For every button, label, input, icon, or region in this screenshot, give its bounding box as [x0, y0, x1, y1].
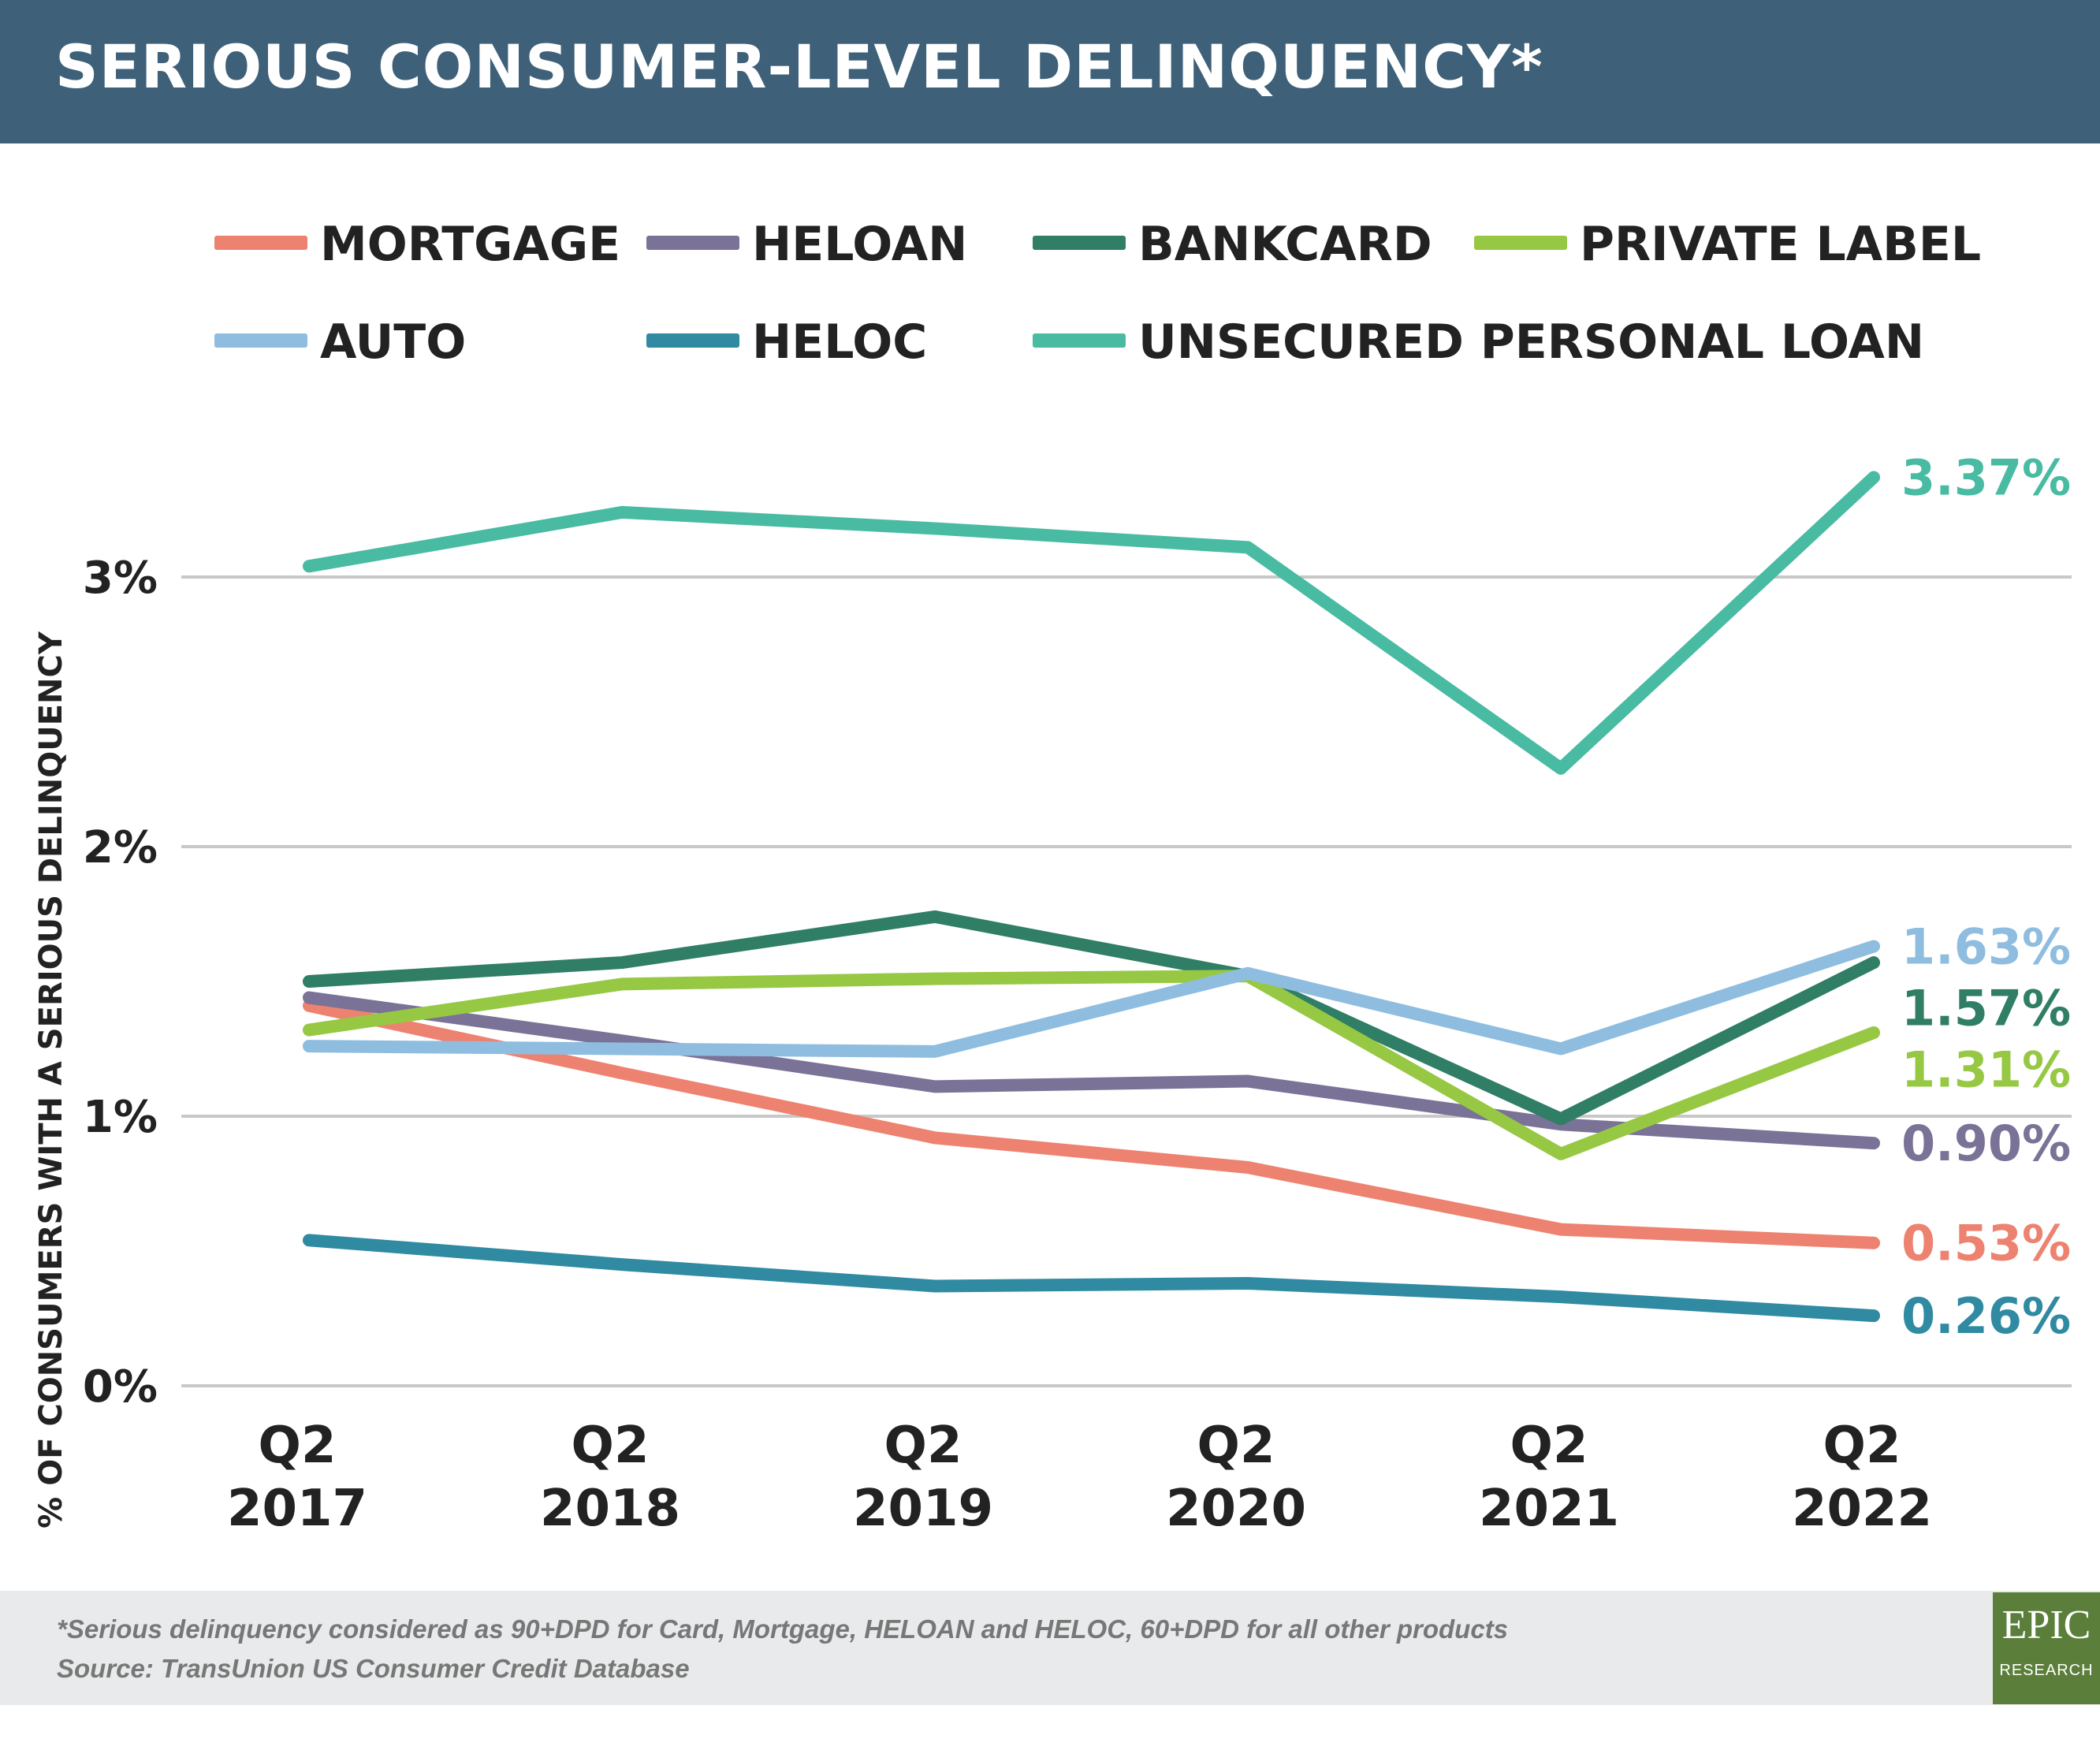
- legend-label: BANKCARD: [1138, 217, 1432, 272]
- legend-item-heloan: HELOAN: [646, 217, 967, 272]
- header-bar: SERIOUS CONSUMER-LEVEL DELINQUENCY*: [0, 0, 2100, 143]
- x-tick-label: Q2 2019: [853, 1417, 993, 1538]
- y-tick-label: 2%: [83, 822, 158, 873]
- series-line-mortgage: [303, 999, 1880, 1249]
- series-line-bankcard: [303, 910, 1880, 1126]
- legend-swatch: [1033, 333, 1126, 348]
- end-label-heloan: 0.90%: [1901, 1115, 2071, 1172]
- legend: MORTGAGE HELOAN BANKCARD PRIVATE LABEL AUTO H…: [214, 217, 1981, 370]
- source-note: Source: TransUnion US Consumer Credit Da…: [57, 1654, 690, 1683]
- logo-subtext: RESEARCH: [1999, 1662, 2094, 1679]
- legend-label: PRIVATE LABEL: [1580, 217, 1981, 272]
- end-label-unsecured-personal-loan: 3.37%: [1901, 449, 2071, 506]
- x-tick-label: Q2 2020: [1166, 1417, 1306, 1538]
- legend-item-bankcard: BANKCARD: [1033, 217, 1432, 272]
- legend-item-heloc: HELOC: [646, 315, 927, 370]
- legend-swatch: [1033, 236, 1126, 250]
- series-line-private-label: [303, 970, 1880, 1160]
- end-label-bankcard: 1.57%: [1901, 980, 2071, 1037]
- end-label-private-label: 1.31%: [1901, 1041, 2071, 1099]
- series-end-labels: 3.37% 1.63%1.57%1.31% 0.90% 0.53% 0.26%: [1901, 449, 2071, 1345]
- legend-item-private-label: PRIVATE LABEL: [1474, 217, 1981, 272]
- legend-swatch: [646, 236, 739, 250]
- legend-label: HELOAN: [752, 217, 967, 272]
- y-tick-label: 1%: [83, 1092, 158, 1143]
- footer: *Serious delinquency considered as 90+DP…: [0, 1591, 2100, 1705]
- x-axis-ticks: Q2 2017 Q2 2018 Q2 2019 Q2 2020 Q2 2021 Q2 2022: [227, 1417, 1932, 1538]
- series-line-unsecured-personal-loan: [303, 471, 1880, 775]
- series-lines: [303, 471, 1880, 1323]
- epic-research-logo: EPIC RESEARCH: [1993, 1592, 2100, 1704]
- legend-swatch: [1474, 236, 1567, 250]
- legend-item-unsecured-personal-loan: UNSECURED PERSONAL LOAN: [1033, 315, 1924, 370]
- end-label-heloc: 0.26%: [1901, 1287, 2071, 1345]
- end-label-mortgage: 0.53%: [1901, 1215, 2071, 1272]
- y-tick-label: 3%: [83, 553, 158, 604]
- y-axis-label: % OF CONSUMERS WITH A SERIOUS DELINQUENC…: [33, 631, 69, 1528]
- series-line-heloc: [303, 1234, 1880, 1323]
- legend-label: AUTO: [320, 315, 466, 370]
- legend-item-mortgage: MORTGAGE: [214, 217, 620, 272]
- y-tick-label: 0%: [83, 1361, 158, 1413]
- legend-label: UNSECURED PERSONAL LOAN: [1138, 315, 1924, 370]
- end-label-auto: 1.63%: [1901, 918, 2071, 976]
- x-tick-label: Q2 2017: [227, 1417, 367, 1538]
- legend-swatch: [214, 236, 307, 250]
- x-tick-label: Q2 2018: [540, 1417, 680, 1538]
- series-line-auto: [303, 940, 1880, 1058]
- gridlines: [181, 575, 2072, 1387]
- logo-wordmark: EPIC: [2001, 1603, 2091, 1648]
- chart-title: SERIOUS CONSUMER-LEVEL DELINQUENCY*: [55, 32, 1543, 102]
- legend-label: MORTGAGE: [320, 217, 620, 272]
- x-tick-label: Q2 2021: [1479, 1417, 1619, 1538]
- x-tick-label: Q2 2022: [1792, 1417, 1932, 1538]
- legend-swatch: [646, 333, 739, 348]
- legend-item-auto: AUTO: [214, 315, 466, 370]
- legend-label: HELOC: [752, 315, 927, 370]
- footnote: *Serious delinquency considered as 90+DP…: [57, 1614, 1509, 1644]
- legend-swatch: [214, 333, 307, 348]
- y-axis-ticks: 0% 1% 2% 3%: [83, 553, 158, 1413]
